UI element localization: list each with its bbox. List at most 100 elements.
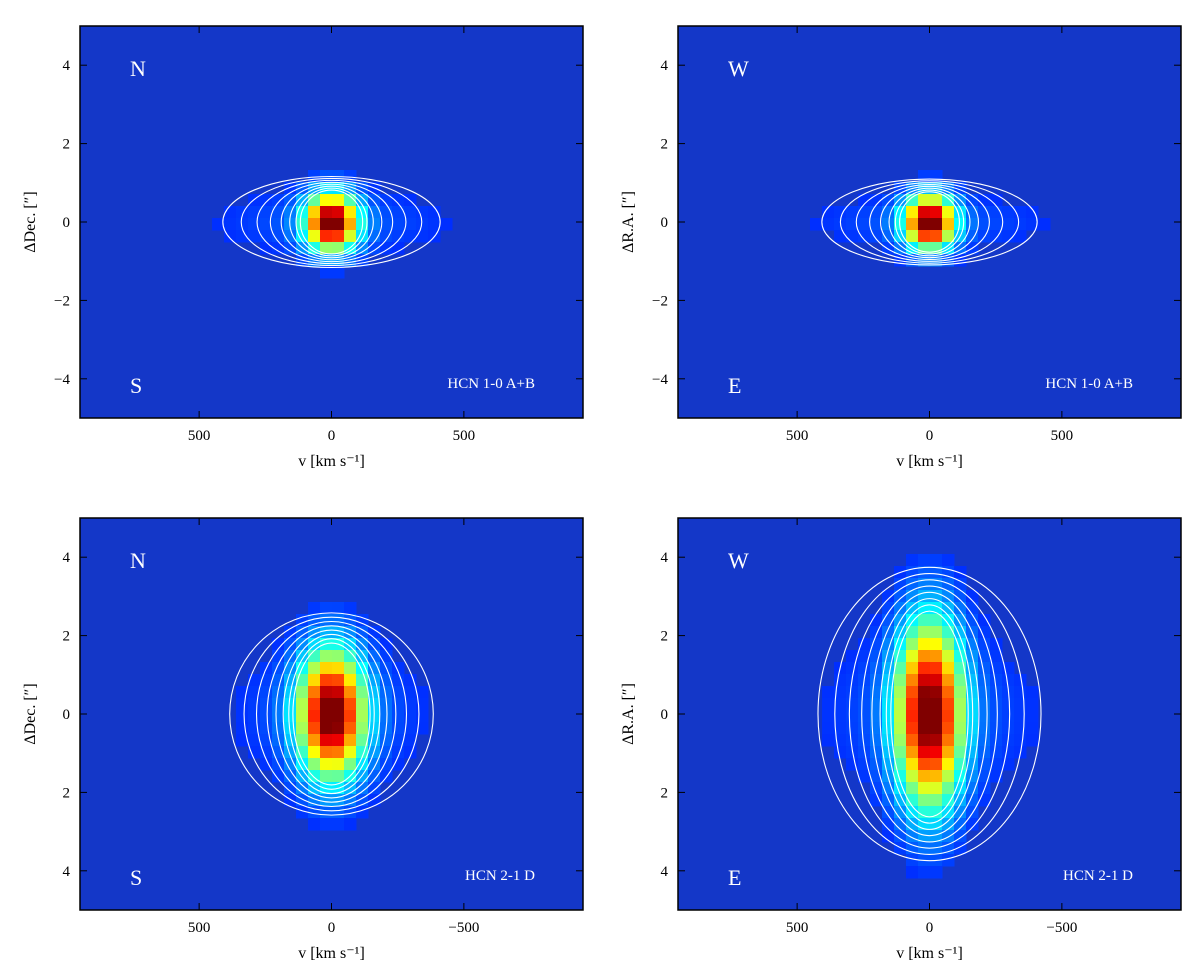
x-tick-label: 500: [786, 920, 809, 936]
chart-panel-bottom-right: 500 0 −500 4 2 0 2 4 v [km s⁻¹] ΔR.A. [″] W E HCN 2-…: [620, 517, 1182, 962]
map-pixel: [332, 758, 345, 771]
map-pixel: [918, 626, 931, 639]
map-pixel: [834, 230, 847, 243]
line-label: HCN 1-0 A+B: [447, 376, 535, 392]
map-pixel: [918, 674, 931, 687]
map-pixel: [870, 794, 883, 807]
map-pixel: [368, 218, 381, 231]
map-pixel: [846, 650, 859, 663]
map-pixel: [332, 674, 345, 687]
map-pixel: [284, 770, 297, 783]
map-pixel: [942, 554, 955, 567]
map-pixel: [834, 674, 847, 687]
map-pixel: [308, 758, 321, 771]
contour-lines: [222, 175, 441, 269]
map-pixel: [906, 854, 919, 867]
map-pixel: [296, 686, 309, 699]
map-pixel: [296, 194, 309, 207]
map-pixel: [918, 650, 931, 663]
map-pixel: [296, 782, 309, 795]
map-pixel: [894, 770, 907, 783]
map-pixel: [894, 674, 907, 687]
map-pixel: [978, 674, 991, 687]
map-pixel: [380, 710, 393, 723]
map-pixel: [284, 734, 297, 747]
map-pixel: [308, 710, 321, 723]
map-pixel: [416, 230, 429, 243]
map-pixel: [404, 206, 417, 219]
map-pixel: [918, 758, 931, 771]
map-pixel: [822, 698, 835, 711]
map-pixel: [380, 638, 393, 651]
map-pixel: [942, 734, 955, 747]
map-pixel: [978, 758, 991, 771]
x-tick-label: 500: [453, 428, 476, 444]
map-pixel: [332, 806, 345, 819]
map-pixel: [236, 710, 249, 723]
map-pixel: [882, 830, 895, 843]
map-pixel: [834, 206, 847, 219]
map-pixel: [930, 698, 943, 711]
map-pixel: [978, 734, 991, 747]
map-pixel: [284, 698, 297, 711]
map-pixel: [272, 674, 285, 687]
contour-level-0.8: [894, 189, 965, 255]
map-pixel: [404, 230, 417, 243]
map-pixel: [978, 638, 991, 651]
map-pixel: [834, 746, 847, 759]
contour-level-0.6: [280, 183, 383, 261]
y-tick-label: 2: [661, 785, 669, 801]
map-pixel: [930, 626, 943, 639]
map-pixel: [320, 818, 333, 831]
map-pixel: [882, 686, 895, 699]
map-pixel: [344, 602, 357, 615]
map-pixel: [954, 650, 967, 663]
map-pixel: [918, 830, 931, 843]
map-pixel: [870, 614, 883, 627]
map-pixel: [918, 206, 931, 219]
map-pixel: [320, 794, 333, 807]
contour-level-0.5: [269, 181, 394, 263]
map-pixel: [930, 194, 943, 207]
x-axis-label: v [km s⁻¹]: [896, 453, 963, 470]
map-pixel: [990, 674, 1003, 687]
map-pixel: [966, 818, 979, 831]
map-pixel: [870, 722, 883, 735]
map-pixel: [356, 206, 369, 219]
y-tick-label: 2: [661, 137, 669, 153]
map-pixel: [966, 218, 979, 231]
map-pixel: [858, 638, 871, 651]
map-pixel: [320, 758, 333, 771]
map-pixel: [320, 806, 333, 819]
map-pixel: [870, 698, 883, 711]
map-pixel: [942, 230, 955, 243]
y-tick-label: 4: [63, 550, 71, 566]
map-pixel: [954, 590, 967, 603]
map-pixel: [380, 230, 393, 243]
map-pixel: [404, 722, 417, 735]
map-pixel: [906, 722, 919, 735]
map-pixel: [918, 782, 931, 795]
map-pixel: [918, 614, 931, 627]
map-pixel: [882, 806, 895, 819]
map-pixel: [1002, 674, 1015, 687]
map-pixel: [882, 194, 895, 207]
map-pixel: [858, 194, 871, 207]
y-tick-label: 4: [63, 58, 71, 74]
emission-map: [810, 170, 1051, 267]
map-pixel: [906, 230, 919, 243]
y-tick-label: −4: [652, 372, 668, 388]
map-pixel: [894, 710, 907, 723]
map-pixel: [368, 782, 381, 795]
map-pixel: [990, 650, 1003, 663]
map-pixel: [332, 626, 345, 639]
map-pixel: [416, 722, 429, 735]
map-pixel: [942, 662, 955, 675]
map-pixel: [906, 206, 919, 219]
map-pixel: [894, 758, 907, 771]
map-pixel: [260, 758, 273, 771]
map-pixel: [942, 218, 955, 231]
map-pixel: [284, 626, 297, 639]
map-pixel: [320, 650, 333, 663]
